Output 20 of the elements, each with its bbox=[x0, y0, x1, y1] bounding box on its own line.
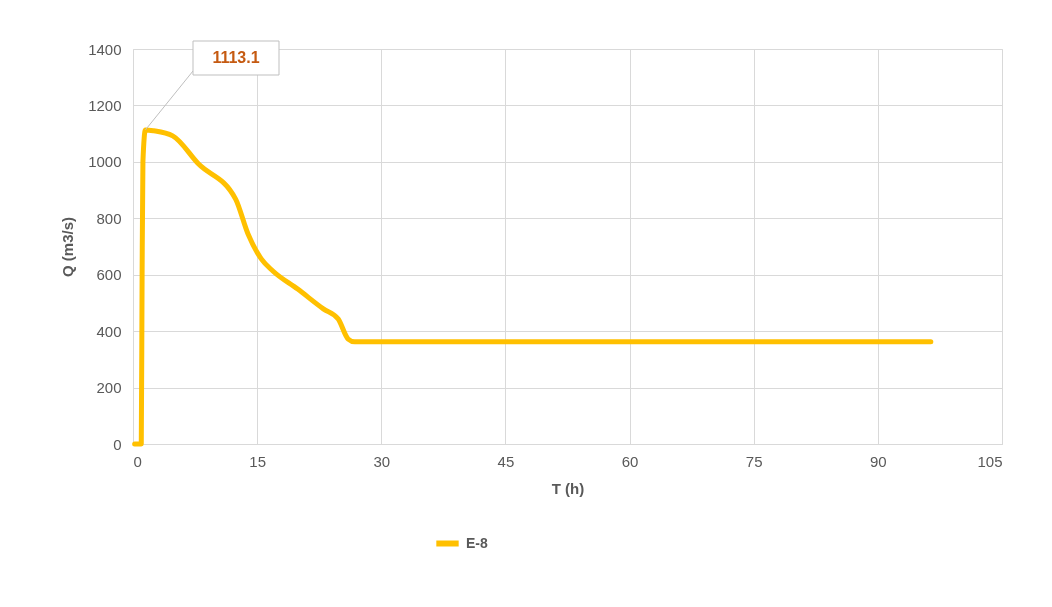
annotation: 1113.1 bbox=[212, 49, 260, 66]
x-tick-label: 0 bbox=[133, 452, 142, 470]
y-tick-label: 0 bbox=[113, 435, 122, 453]
y-tick-label: 400 bbox=[96, 322, 122, 340]
y-tick-label: 1000 bbox=[88, 153, 122, 171]
x-tick-label: 45 bbox=[497, 452, 515, 470]
x-tick-label: 60 bbox=[621, 452, 639, 470]
x-axis-title: T (h) bbox=[551, 479, 585, 497]
y-axis-title: Q (m3/s) bbox=[59, 216, 77, 278]
x-tick-label: 90 bbox=[870, 452, 887, 470]
x-tick-label: 105 bbox=[977, 452, 1003, 470]
y-tick-label: 1200 bbox=[88, 96, 122, 114]
y-tick-label: 1400 bbox=[88, 40, 122, 58]
x-tick-label: 30 bbox=[373, 452, 391, 470]
legend-label: E-8 bbox=[466, 534, 488, 551]
x-tick-label: 15 bbox=[249, 452, 266, 470]
y-tick-label: 200 bbox=[96, 379, 122, 397]
x-tick-label: 75 bbox=[745, 452, 763, 470]
y-tick-label: 600 bbox=[96, 266, 122, 284]
y-tick-label: 800 bbox=[96, 209, 122, 227]
